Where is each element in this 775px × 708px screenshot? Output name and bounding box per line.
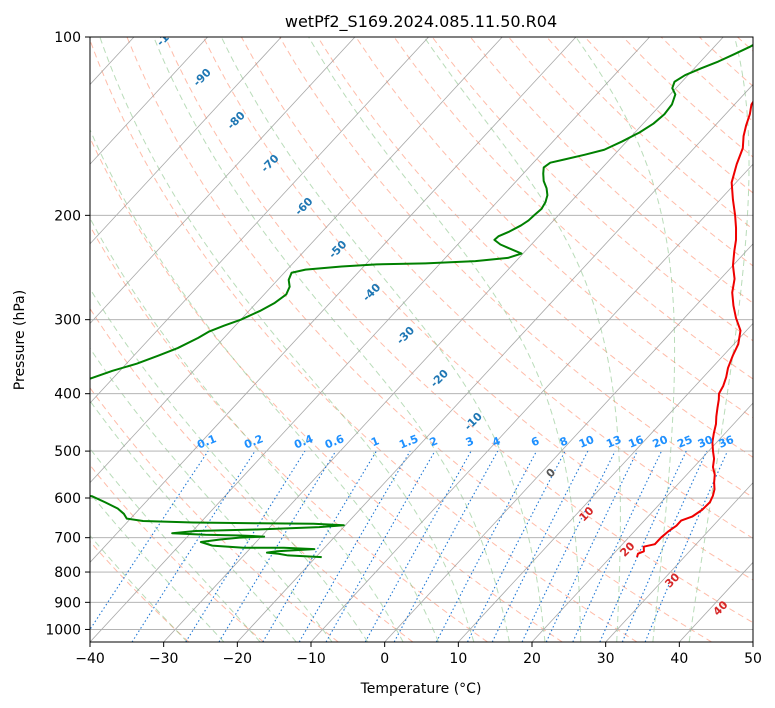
moist-adiabat-label: -100 xyxy=(154,20,183,49)
dry-adiabat-line xyxy=(90,225,488,642)
sounding-series xyxy=(90,43,753,559)
mixing-ratio-line xyxy=(621,450,708,642)
dry-adiabat-line xyxy=(202,37,753,581)
x-tick-label: 20 xyxy=(523,651,541,667)
moist-adiabat-line xyxy=(423,37,621,642)
x-tick-label: 10 xyxy=(449,651,467,667)
x-tick-label: 0 xyxy=(380,651,389,667)
isotherm-line xyxy=(310,163,753,642)
dry-adiabat-line xyxy=(355,37,753,419)
moist-adiabat-line xyxy=(90,128,439,642)
dry-adiabat-line xyxy=(90,464,264,642)
dry-adiabat-line xyxy=(90,38,638,642)
moist-adiabat-line xyxy=(220,37,546,642)
moist-adiabat-line xyxy=(90,217,404,642)
moist-adiabat-line xyxy=(90,347,333,642)
x-tick-label: 50 xyxy=(744,651,762,667)
x-tick-label: 40 xyxy=(670,651,688,667)
plot-frame xyxy=(89,36,754,643)
dry-adiabat-line xyxy=(431,37,753,342)
moist-adiabat-line xyxy=(575,37,676,642)
x-tick-label: −30 xyxy=(149,651,179,667)
isotherm-line xyxy=(531,402,753,642)
isotherm-line xyxy=(90,37,577,563)
temperature-profile-line xyxy=(636,100,753,558)
mixing-ratio-line xyxy=(364,450,472,642)
mixing-ratio-label: 8 xyxy=(558,434,570,449)
y-axis-title: Pressure (hPa) xyxy=(12,290,28,390)
moist-adiabat-line xyxy=(90,400,297,642)
y-tick-label: 600 xyxy=(54,491,81,507)
chart-title: wetPf2_S169.2024.085.11.50.R04 xyxy=(285,12,557,32)
y-tick-label: 200 xyxy=(54,208,81,224)
y-tick-label: 800 xyxy=(54,565,81,581)
dewpoint-profile-line xyxy=(90,43,753,559)
mixing-ratio-line xyxy=(131,450,256,642)
mixing-ratio-line xyxy=(393,450,499,642)
dry-adiabat-line xyxy=(240,37,753,539)
dry-adiabat-line xyxy=(469,37,753,304)
y-tick-label: 900 xyxy=(54,595,81,611)
y-tick-label: 1000 xyxy=(45,622,81,638)
mixing-ratio-line xyxy=(467,450,566,642)
mixing-ratio-line xyxy=(491,450,589,642)
y-axis: 100 200 300 400 500 600 700 800 900 1000 xyxy=(45,30,90,638)
isotherm-line xyxy=(90,37,282,245)
dry-adiabat-line xyxy=(164,37,753,624)
moist-adiabat-line xyxy=(90,287,369,642)
dry-adiabat-line xyxy=(90,540,190,642)
isotherm-line xyxy=(90,37,356,325)
isotherm-line xyxy=(384,243,753,642)
moist-adiabat-line xyxy=(153,37,510,642)
mixing-ratio-label: 1 xyxy=(369,434,381,449)
dry-adiabat-line xyxy=(317,37,753,458)
y-tick-label: 700 xyxy=(54,531,81,547)
mixing-ratio-label: 3 xyxy=(464,434,476,449)
isotherm-line xyxy=(90,37,208,165)
mixing-ratio-label: 25 xyxy=(675,433,694,451)
mixing-ratio-label: 16 xyxy=(626,433,645,451)
mixing-ratio-label: 20 xyxy=(651,433,670,451)
mixing-ratio-label: 2 xyxy=(428,434,440,449)
y-tick-label: 500 xyxy=(54,444,81,460)
isotherm-line xyxy=(605,482,753,642)
x-tick-label: −20 xyxy=(223,651,253,667)
isotherm-line xyxy=(90,37,650,642)
mixing-ratio-line xyxy=(90,450,209,631)
y-tick-label: 100 xyxy=(54,30,81,46)
y-tick-label: 300 xyxy=(54,313,81,329)
dry-adiabat-line xyxy=(90,136,563,642)
x-tick-label: −40 xyxy=(75,651,105,667)
mixing-ratio-line xyxy=(644,450,728,642)
dry-adiabat-line xyxy=(126,37,712,642)
x-tick-label: −10 xyxy=(296,651,326,667)
x-axis: −40 −30 −20 −10 0 10 20 30 40 50 xyxy=(75,642,762,667)
isotherm-line xyxy=(237,83,753,642)
mixing-ratio-label: 10 xyxy=(577,433,596,451)
mixing-ratio-label: 13 xyxy=(604,433,623,451)
x-axis-title: Temperature (°C) xyxy=(360,681,482,697)
mixing-ratio-line xyxy=(218,450,337,642)
y-tick-label: 400 xyxy=(54,387,81,403)
moist-adiabat-line xyxy=(688,37,750,642)
dry-adiabat-line xyxy=(279,37,753,499)
x-tick-label: 30 xyxy=(597,651,615,667)
isotherm-line xyxy=(90,37,429,404)
dry-adiabat-line xyxy=(393,37,753,380)
background-grid xyxy=(90,37,753,642)
isotherm-line xyxy=(90,37,503,484)
mixing-ratio-label: 36 xyxy=(717,433,736,451)
mixing-ratio-line xyxy=(599,450,687,642)
moist-adiabat-line xyxy=(99,37,475,642)
mixing-ratio-label: 30 xyxy=(696,433,715,451)
